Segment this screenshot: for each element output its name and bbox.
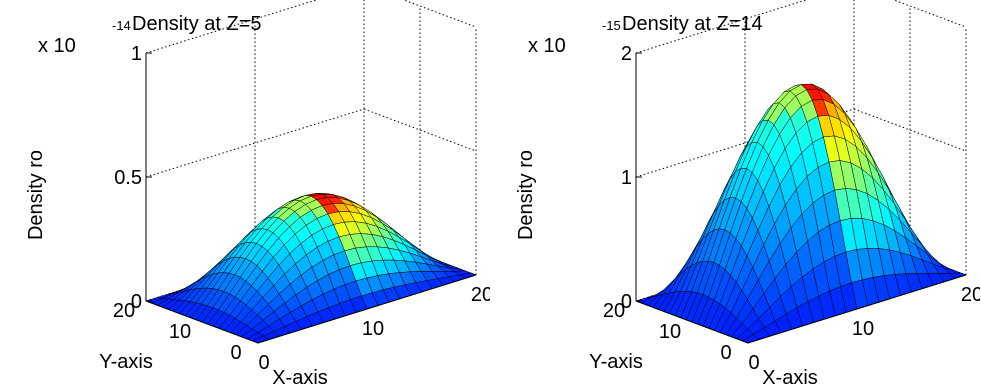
- z-axis-label: Density ro: [515, 150, 537, 240]
- y-tick-label: 10: [659, 321, 681, 343]
- z-tick-label: 1: [621, 167, 632, 189]
- y-axis-line: [145, 300, 259, 344]
- exponent-power: -14: [112, 18, 131, 33]
- z-tick-label: 0: [621, 291, 632, 313]
- surface-plot-z14: 0 1 2 0 10 20 0 10 20 x 10 -15 Density at Z=14 D…: [490, 0, 980, 387]
- x-axis-line: [747, 274, 967, 344]
- y-tick-label: 20: [603, 300, 625, 322]
- y-tick-label: 0: [720, 342, 731, 364]
- surface-plot-z5: 0 0.5 1 0 10 20 0 10 20 x 10 -14 Density at Z=5 …: [0, 0, 490, 387]
- x-axis-line: [257, 274, 477, 344]
- y-axis-line: [635, 300, 749, 344]
- density-surface: [145, 193, 477, 344]
- y-tick-label: 0: [230, 342, 241, 364]
- z-tick-label: 1: [131, 43, 142, 65]
- x-axis-label: X-axis: [272, 367, 328, 387]
- y-axis-label: Y-axis: [589, 351, 643, 373]
- z-axis-label: Density ro: [25, 150, 47, 240]
- exponent-multiplier: x 10: [528, 35, 566, 57]
- x-tick-label: 20: [961, 284, 980, 306]
- z-tick-label: 0: [131, 291, 142, 313]
- chart-title: Density at Z=14: [622, 13, 763, 35]
- y-axis-label: Y-axis: [99, 351, 153, 373]
- x-axis-label: X-axis: [762, 367, 818, 387]
- z-tick-label: 0.5: [114, 167, 142, 189]
- y-tick-label: 10: [169, 321, 191, 343]
- density-surface: [635, 83, 967, 344]
- exponent-multiplier: x 10: [38, 35, 76, 57]
- x-tick-label: 20: [471, 284, 490, 306]
- z-tick-label: 2: [621, 43, 632, 65]
- y-tick-label: 20: [113, 300, 135, 322]
- x-tick-label: 0: [748, 352, 759, 374]
- x-tick-label: 0: [258, 352, 269, 374]
- exponent-power: -15: [602, 18, 621, 33]
- x-tick-label: 10: [852, 318, 874, 340]
- x-tick-label: 10: [362, 318, 384, 340]
- chart-title: Density at Z=5: [132, 13, 262, 35]
